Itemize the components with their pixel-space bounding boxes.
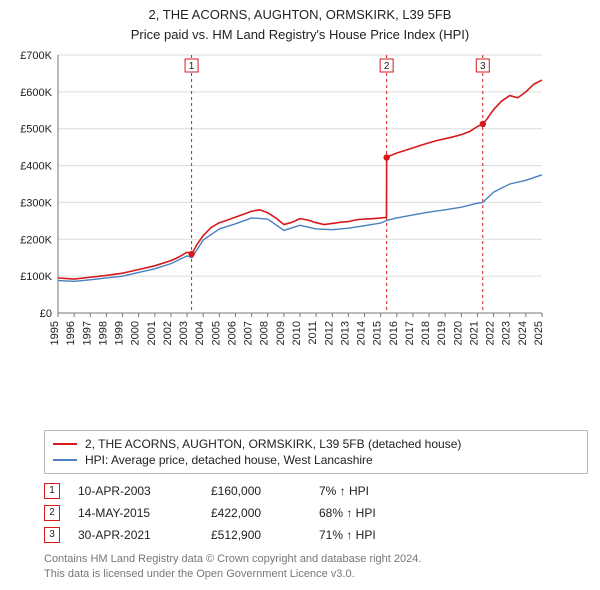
x-tick-label: 1996 bbox=[65, 321, 77, 345]
series-price_paid bbox=[58, 80, 542, 279]
event-number-box: 3 bbox=[44, 527, 60, 543]
footer: Contains HM Land Registry data © Crown c… bbox=[44, 552, 588, 582]
x-tick-label: 2002 bbox=[162, 321, 174, 345]
x-tick-label: 2017 bbox=[404, 321, 416, 345]
x-tick-label: 1998 bbox=[97, 321, 109, 345]
x-tick-label: 2014 bbox=[356, 321, 368, 345]
event-row: 2 14-MAY-2015 £422,000 68% ↑ HPI bbox=[44, 502, 588, 524]
title-line1: 2, THE ACORNS, AUGHTON, ORMSKIRK, L39 5F… bbox=[10, 6, 590, 24]
event-price: £422,000 bbox=[211, 506, 301, 520]
series-hpi bbox=[58, 175, 542, 282]
events-table: 1 10-APR-2003 £160,000 7% ↑ HPI 2 14-MAY-2015… bbox=[44, 480, 588, 546]
x-tick-label: 2009 bbox=[275, 321, 287, 345]
event-date: 10-APR-2003 bbox=[78, 484, 193, 498]
event-diff: 68% ↑ HPI bbox=[319, 506, 439, 520]
legend-swatch bbox=[53, 443, 77, 445]
footer-line2: This data is licensed under the Open Gov… bbox=[44, 567, 588, 582]
x-tick-label: 2000 bbox=[130, 321, 142, 345]
x-tick-label: 2001 bbox=[146, 321, 158, 345]
event-marker-number: 2 bbox=[384, 61, 390, 72]
event-marker-dot bbox=[480, 121, 486, 127]
event-diff: 71% ↑ HPI bbox=[319, 528, 439, 542]
x-tick-label: 2021 bbox=[468, 321, 480, 345]
y-tick-label: £200K bbox=[20, 234, 52, 246]
legend-swatch bbox=[53, 459, 77, 461]
x-tick-label: 2012 bbox=[323, 321, 335, 345]
event-marker-dot bbox=[188, 251, 194, 257]
x-tick-label: 1995 bbox=[49, 321, 61, 345]
y-tick-label: £600K bbox=[20, 87, 52, 99]
y-tick-label: £400K bbox=[20, 161, 52, 173]
x-tick-label: 2020 bbox=[452, 321, 464, 345]
x-tick-label: 2003 bbox=[178, 321, 190, 345]
x-tick-label: 2024 bbox=[517, 321, 529, 345]
event-marker-dot bbox=[383, 154, 389, 160]
x-tick-label: 2022 bbox=[485, 321, 497, 345]
x-tick-label: 2023 bbox=[501, 321, 513, 345]
x-tick-label: 2013 bbox=[339, 321, 351, 345]
y-tick-label: £500K bbox=[20, 124, 52, 136]
x-tick-label: 2005 bbox=[210, 321, 222, 345]
event-price: £512,900 bbox=[211, 528, 301, 542]
legend-item: HPI: Average price, detached house, West… bbox=[53, 452, 579, 468]
x-tick-label: 2007 bbox=[243, 321, 255, 345]
footer-line1: Contains HM Land Registry data © Crown c… bbox=[44, 552, 588, 567]
chart-area: £0 £100K £200K £300K £400K £500K £600K £700K 199… bbox=[10, 49, 590, 422]
event-number-box: 1 bbox=[44, 483, 60, 499]
x-tick-label: 2025 bbox=[533, 321, 545, 345]
chart-titles: 2, THE ACORNS, AUGHTON, ORMSKIRK, L39 5F… bbox=[10, 6, 590, 43]
line-chart: £0 £100K £200K £300K £400K £500K £600K £700K 199… bbox=[10, 49, 550, 361]
event-marker-number: 3 bbox=[480, 61, 486, 72]
legend-label: HPI: Average price, detached house, West… bbox=[85, 453, 373, 467]
legend-label: 2, THE ACORNS, AUGHTON, ORMSKIRK, L39 5F… bbox=[85, 437, 461, 451]
event-diff: 7% ↑ HPI bbox=[319, 484, 439, 498]
x-tick-label: 2018 bbox=[420, 321, 432, 345]
x-tick-label: 2011 bbox=[307, 321, 319, 345]
event-number-box: 2 bbox=[44, 505, 60, 521]
event-date: 30-APR-2021 bbox=[78, 528, 193, 542]
legend-item: 2, THE ACORNS, AUGHTON, ORMSKIRK, L39 5F… bbox=[53, 436, 579, 452]
event-row: 1 10-APR-2003 £160,000 7% ↑ HPI bbox=[44, 480, 588, 502]
title-line2: Price paid vs. HM Land Registry's House … bbox=[10, 26, 590, 44]
event-row: 3 30-APR-2021 £512,900 71% ↑ HPI bbox=[44, 524, 588, 546]
x-tick-label: 2006 bbox=[226, 321, 238, 345]
x-tick-label: 2016 bbox=[388, 321, 400, 345]
event-marker-number: 1 bbox=[189, 61, 195, 72]
event-date: 14-MAY-2015 bbox=[78, 506, 193, 520]
x-tick-label: 1997 bbox=[81, 321, 93, 345]
y-tick-label: £300K bbox=[20, 198, 52, 210]
x-tick-label: 2008 bbox=[259, 321, 271, 345]
y-tick-label: £100K bbox=[20, 271, 52, 283]
x-tick-label: 1999 bbox=[114, 321, 126, 345]
x-tick-label: 2004 bbox=[194, 321, 206, 345]
y-tick-label: £700K bbox=[20, 50, 52, 62]
x-tick-label: 2015 bbox=[372, 321, 384, 345]
x-tick-label: 2010 bbox=[291, 321, 303, 345]
legend: 2, THE ACORNS, AUGHTON, ORMSKIRK, L39 5F… bbox=[44, 430, 588, 474]
event-price: £160,000 bbox=[211, 484, 301, 498]
y-tick-label: £0 bbox=[40, 308, 52, 320]
x-tick-label: 2019 bbox=[436, 321, 448, 345]
